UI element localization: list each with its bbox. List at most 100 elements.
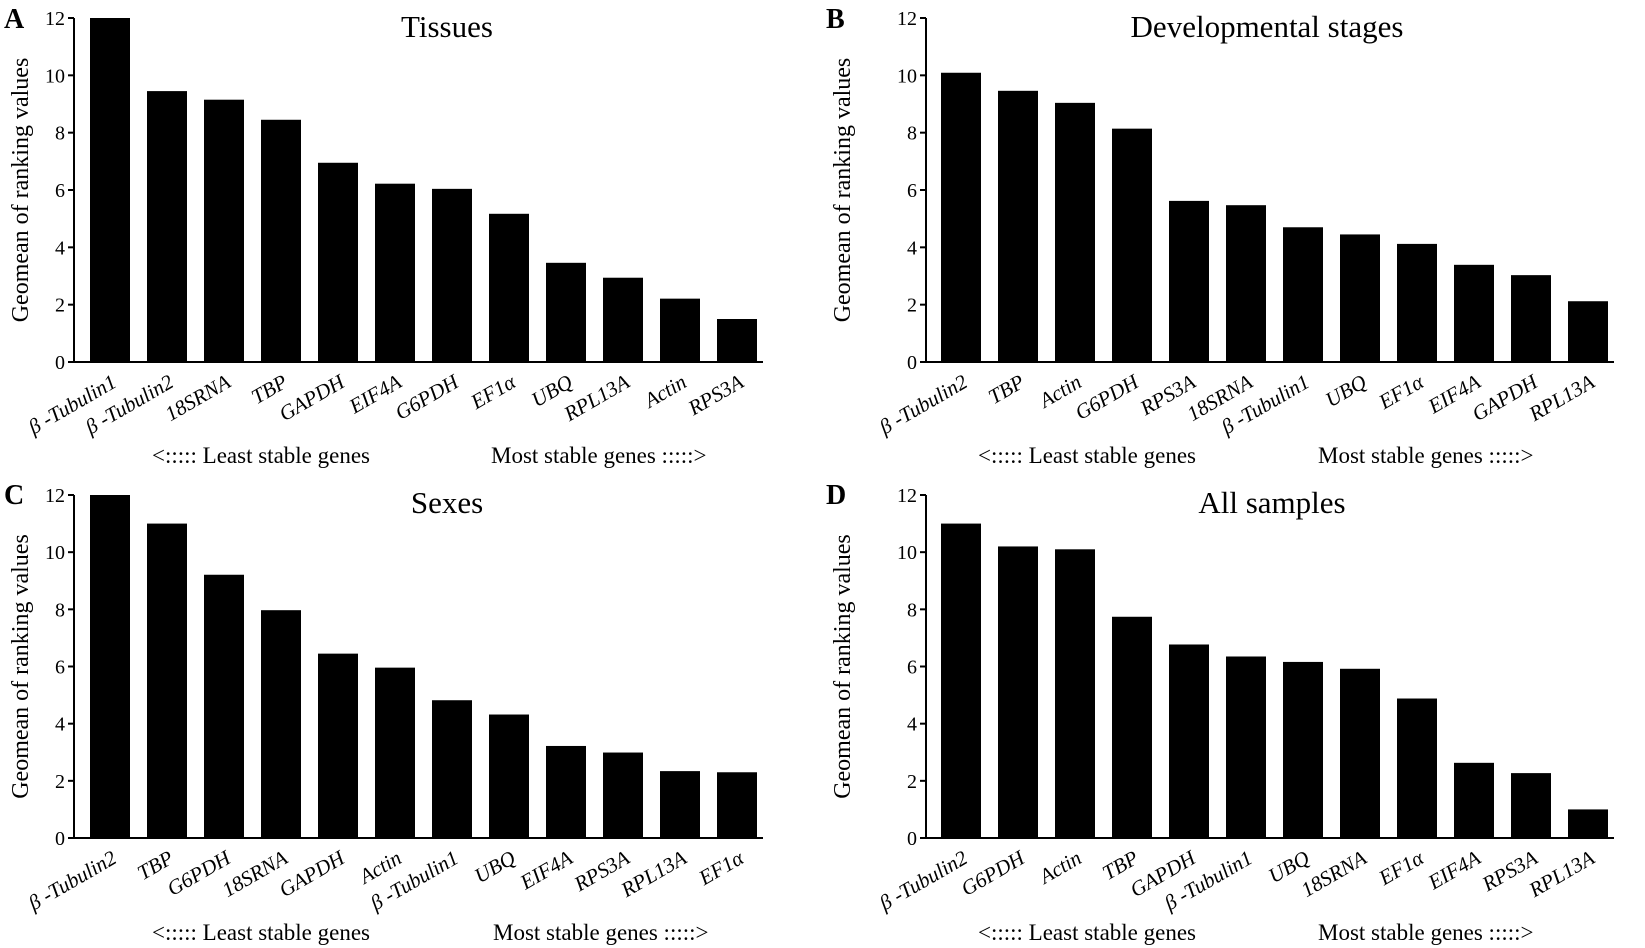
y-tick-label: 6 (55, 657, 65, 679)
bar-7 (1283, 661, 1323, 838)
bar-9 (546, 745, 586, 838)
bar-2 (147, 523, 187, 838)
x-tick-label: RPL13A (616, 845, 691, 902)
bar-1 (941, 523, 981, 838)
chart-title: Tissues (401, 9, 493, 44)
bar-5 (318, 653, 358, 838)
bar-3 (1055, 102, 1095, 362)
x-tick-label: 18SRNA (218, 845, 292, 901)
y-axis-label: Geomean of ranking values (8, 58, 34, 323)
bar-8 (489, 213, 529, 362)
bar-12 (717, 772, 757, 838)
least-stable-label: <::::: Least stable genes (978, 443, 1196, 468)
bar-4 (1112, 128, 1152, 362)
y-tick-label: 2 (907, 771, 917, 793)
bar-7 (432, 188, 472, 362)
y-tick-label: 0 (55, 828, 65, 850)
x-tick-label: EF1α (1374, 845, 1429, 890)
bar-2 (147, 91, 187, 362)
x-tick-label: RPL13A (559, 369, 634, 426)
y-tick-label: 10 (45, 542, 65, 564)
bar-8 (489, 714, 529, 838)
y-tick-label: 4 (907, 237, 917, 259)
chart-panel-b: B Developmental stages Geomean of ranking … (826, 4, 1614, 468)
bar-12 (1568, 301, 1608, 362)
x-tick-label: RPL13A (1524, 845, 1599, 902)
x-tick-label: G6PDH (391, 369, 464, 425)
y-axis-label: Geomean of ranking values (830, 534, 856, 799)
bar-4 (1112, 616, 1152, 838)
bar-11 (660, 298, 700, 362)
bar-7 (432, 700, 472, 838)
bar-6 (375, 183, 415, 362)
bar-10 (603, 752, 643, 838)
panel-letter: B (826, 4, 845, 35)
bar-2 (998, 546, 1038, 838)
chart-panel-d: D All samples Geomean of ranking values 0 2 4… (826, 480, 1614, 945)
bar-5 (318, 162, 358, 362)
bar-10 (603, 277, 643, 362)
y-tick-label: 0 (55, 352, 65, 374)
bar-1 (941, 72, 981, 363)
x-tick-label: G6PDH (957, 845, 1030, 901)
x-tick-label: EIF4A (515, 845, 576, 894)
x-tick-label: GAPDH (275, 845, 350, 902)
bar-1 (90, 18, 130, 362)
most-stable-label: Most stable genes :::::> (493, 920, 708, 945)
bar-11 (1511, 773, 1551, 838)
x-tick-label: β -Tubulin2 (874, 369, 972, 439)
y-tick-label: 2 (55, 295, 65, 317)
y-tick-label: 2 (907, 295, 917, 317)
bar-6 (1226, 656, 1266, 838)
x-tick-label: 18SRNA (1297, 845, 1371, 901)
x-tick-label: Actin (638, 370, 690, 414)
y-tick-label: 2 (55, 771, 65, 793)
bar-9 (1397, 243, 1437, 362)
x-tick-label: GAPDH (275, 369, 350, 426)
bar-9 (546, 262, 586, 362)
bar-12 (717, 319, 757, 362)
x-tick-label: Actin (1033, 846, 1085, 890)
bar-9 (1397, 698, 1437, 838)
y-tick-label: 4 (907, 714, 917, 736)
panel-letter: C (4, 480, 24, 511)
x-tick-label: RPS3A (683, 369, 748, 420)
x-tick-label: 18SRNA (161, 369, 235, 425)
panel-letter: A (4, 4, 25, 35)
bar-8 (1340, 234, 1380, 362)
x-tick-label: TBP (984, 369, 1028, 409)
bar-6 (375, 667, 415, 838)
y-tick-label: 8 (55, 599, 65, 621)
bar-7 (1283, 227, 1323, 362)
y-tick-label: 0 (907, 828, 917, 850)
chart-title: Sexes (411, 485, 483, 520)
panel-letter: D (826, 480, 846, 511)
y-tick-label: 10 (897, 65, 917, 87)
y-tick-label: 6 (907, 180, 917, 202)
chart-panel-c: C Sexes Geomean of ranking values 0 2 4 6 8 10 12… (4, 480, 763, 945)
least-stable-label: <::::: Least stable genes (152, 443, 370, 468)
bar-10 (1454, 264, 1494, 362)
y-tick-label: 8 (907, 599, 917, 621)
y-tick-label: 4 (55, 714, 65, 736)
x-tick-label: EF1α (1374, 369, 1429, 414)
bar-10 (1454, 762, 1494, 838)
y-tick-label: 8 (55, 123, 65, 145)
bar-4 (261, 610, 301, 838)
bar-11 (1511, 275, 1551, 362)
bar-2 (998, 90, 1038, 363)
y-tick-label: 6 (907, 657, 917, 679)
most-stable-label: Most stable genes :::::> (1318, 443, 1533, 468)
y-tick-label: 12 (897, 485, 917, 507)
x-tick-label: EF1α (466, 369, 521, 414)
bar-4 (261, 119, 301, 363)
x-tick-label: EIF4A (1423, 845, 1484, 894)
least-stable-label: <::::: Least stable genes (978, 920, 1196, 945)
most-stable-label: Most stable genes :::::> (1318, 920, 1533, 945)
x-tick-label: RPL13A (1524, 369, 1599, 426)
most-stable-label: Most stable genes :::::> (491, 443, 706, 468)
bar-3 (1055, 549, 1095, 838)
x-tick-label: UBQ (470, 846, 519, 888)
y-axis-label: Geomean of ranking values (830, 58, 856, 323)
